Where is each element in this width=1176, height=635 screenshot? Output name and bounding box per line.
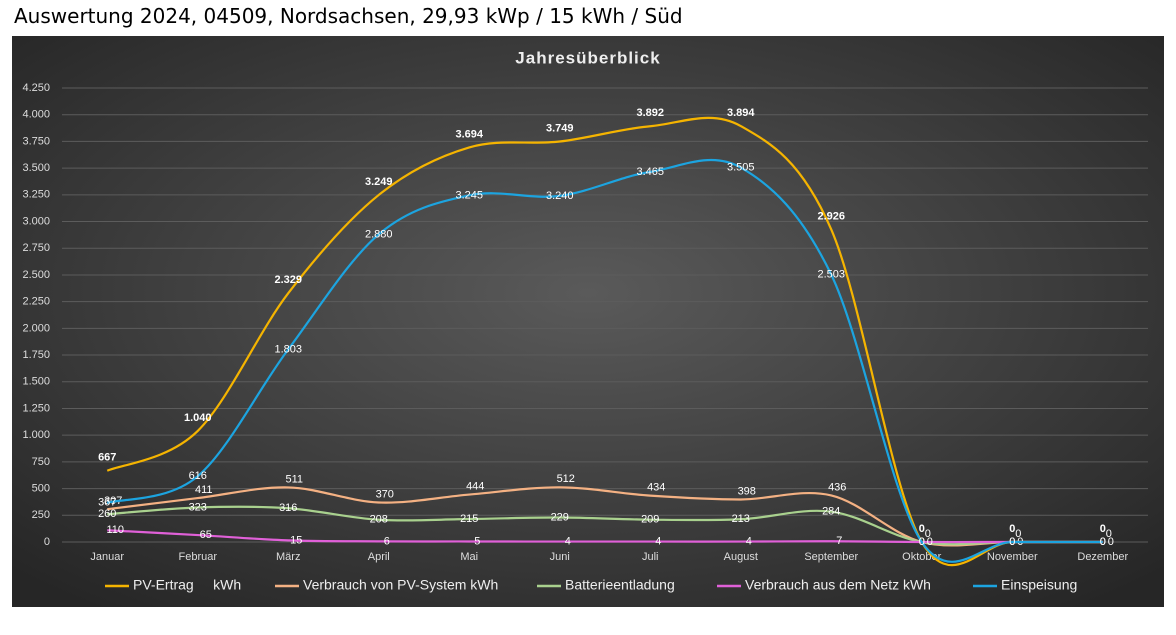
page-title: Auswertung 2024, 04509, Nordsachsen, 29,…: [14, 4, 683, 28]
data-label: 0: [1009, 536, 1015, 548]
data-label: 2.503: [817, 269, 845, 281]
x-tick-label: Juni: [550, 551, 570, 563]
data-label: 110: [106, 524, 124, 536]
y-tick-label: 250: [32, 509, 50, 521]
y-tick-label: 2.500: [22, 269, 50, 281]
y-tick-label: 3.000: [22, 215, 50, 227]
y-tick-label: 3.500: [22, 162, 50, 174]
series-line: [106, 158, 1103, 563]
data-label: 65: [200, 529, 212, 541]
data-label: 3.894: [727, 107, 755, 119]
x-tick-label: Juli: [642, 551, 659, 563]
data-label: 6: [384, 535, 390, 547]
data-label: 1.040: [184, 412, 212, 424]
data-label: 3.749: [546, 122, 574, 134]
data-label: 0: [927, 536, 933, 548]
data-label: 411: [195, 484, 213, 496]
y-tick-label: 1.750: [22, 349, 50, 361]
y-tick-label: 0: [44, 536, 50, 548]
y-tick-label: 2.000: [22, 322, 50, 334]
data-label: 370: [376, 488, 394, 500]
x-tick-label: März: [276, 551, 300, 563]
data-label: 0: [919, 536, 925, 548]
x-tick-label: November: [987, 551, 1038, 563]
data-label: 0: [1009, 523, 1015, 535]
data-label: 3.892: [636, 107, 664, 119]
y-tick-label: 3.750: [22, 135, 50, 147]
data-label: 512: [557, 473, 575, 485]
data-label: 2.329: [274, 274, 302, 286]
series-line: [107, 505, 1103, 546]
legend-label: PV-Ertrag kWh: [133, 577, 241, 593]
x-tick-label: Mai: [460, 551, 478, 563]
data-label: 209: [641, 514, 659, 526]
data-label: 229: [551, 511, 569, 523]
data-label: 284: [822, 506, 840, 518]
legend-label: Einspeisung: [1001, 577, 1077, 593]
y-tick-label: 750: [32, 456, 50, 468]
x-tick-label: August: [724, 551, 758, 563]
data-label: 367: [98, 497, 116, 509]
x-tick-label: Januar: [90, 551, 124, 563]
data-label: 4: [655, 535, 661, 547]
y-tick-label: 2.750: [22, 242, 50, 254]
data-label: 0: [1108, 536, 1114, 548]
data-label: 436: [828, 481, 846, 493]
series-line: [107, 529, 1103, 544]
x-tick-label: Februar: [178, 551, 217, 563]
y-tick-label: 3.250: [22, 189, 50, 201]
data-label: 0: [919, 523, 925, 535]
data-label: 3.694: [455, 128, 483, 140]
data-label: 0: [1100, 523, 1106, 535]
y-tick-label: 1.000: [22, 429, 50, 441]
x-tick-label: September: [804, 551, 858, 563]
data-label: 323: [189, 501, 207, 513]
data-label: 444: [466, 480, 484, 492]
data-label: 616: [189, 470, 207, 482]
data-label: 7: [836, 535, 842, 547]
y-tick-label: 1.250: [22, 402, 50, 414]
y-tick-label: 4.000: [22, 109, 50, 121]
data-label: 213: [732, 513, 750, 525]
data-label: 5: [474, 535, 480, 547]
data-label: 3.249: [365, 176, 393, 188]
legend-label: Verbrauch von PV-System kWh: [303, 577, 498, 593]
data-label: 511: [285, 473, 303, 485]
data-label: 15: [290, 534, 302, 546]
data-label: 3.240: [546, 190, 574, 202]
chart-background: [12, 36, 1164, 607]
x-tick-label: Dezember: [1077, 551, 1128, 563]
y-tick-label: 2.250: [22, 296, 50, 308]
legend-label: Batterieentladung: [565, 577, 675, 593]
data-label: 0: [1106, 528, 1112, 540]
data-label: 0: [1015, 528, 1021, 540]
data-label: 434: [647, 482, 665, 494]
y-tick-label: 500: [32, 482, 50, 494]
data-label: 667: [98, 452, 116, 464]
data-label: 2.880: [365, 228, 393, 240]
data-label: 3.245: [455, 189, 483, 201]
y-tick-label: 4.250: [22, 82, 50, 94]
data-label: 1.803: [274, 343, 302, 355]
data-label: 0: [1100, 536, 1106, 548]
data-label: 4: [565, 535, 571, 547]
data-label: 316: [279, 502, 297, 514]
x-tick-label: April: [368, 551, 390, 563]
y-tick-label: 1.500: [22, 376, 50, 388]
data-label: 0: [925, 528, 931, 540]
data-label: 2.926: [817, 210, 845, 222]
data-label: 3.465: [636, 166, 664, 178]
data-label: 215: [460, 513, 478, 525]
data-label: 4: [746, 535, 752, 547]
data-label: 260: [98, 508, 116, 520]
data-label: 3.505: [727, 161, 755, 173]
data-label: 398: [738, 485, 756, 497]
data-label: 208: [370, 514, 388, 526]
chart-title: Jahresüberblick: [515, 48, 660, 67]
legend-label: Verbrauch aus dem Netz kWh: [745, 577, 931, 593]
